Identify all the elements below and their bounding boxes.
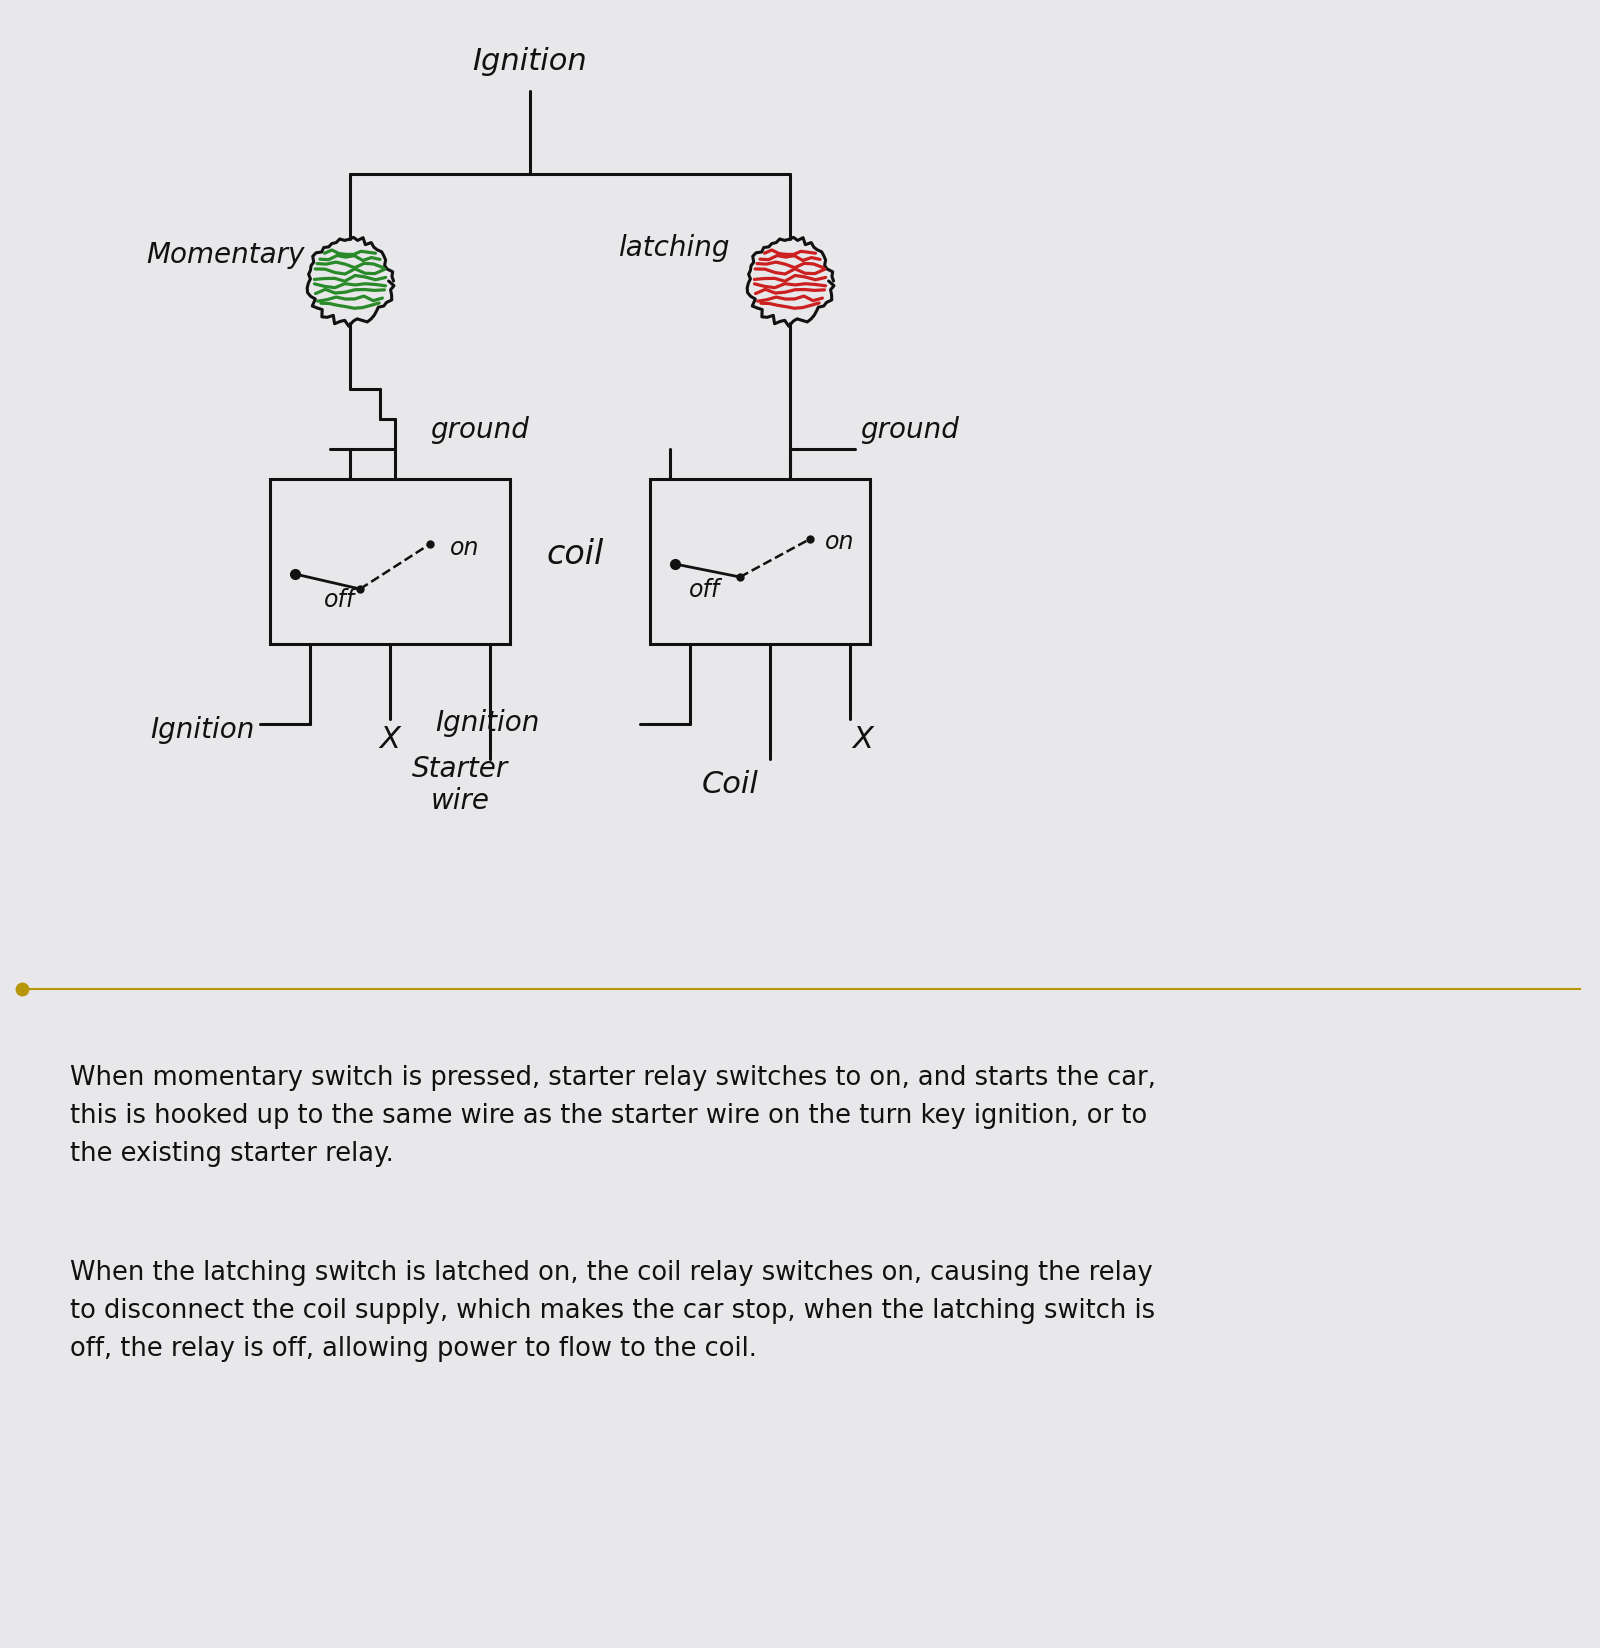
Text: Ignition: Ignition <box>472 48 587 76</box>
Text: Momentary: Momentary <box>146 241 304 269</box>
Text: coil: coil <box>546 539 603 572</box>
Text: When the latching switch is latched on, the coil relay switches on, causing the : When the latching switch is latched on, … <box>70 1259 1155 1361</box>
Text: off: off <box>325 588 355 611</box>
Text: X: X <box>851 725 874 755</box>
Text: ground: ground <box>861 415 958 443</box>
Bar <box>270 480 510 644</box>
Text: Ignition: Ignition <box>150 715 254 743</box>
Text: off: off <box>690 578 720 602</box>
Text: When momentary switch is pressed, starter relay switches to on, and starts the c: When momentary switch is pressed, starte… <box>70 1065 1155 1167</box>
Text: Coil: Coil <box>701 770 758 799</box>
Text: on: on <box>826 529 854 554</box>
Text: X: X <box>379 725 400 755</box>
Bar <box>650 480 870 644</box>
Text: latching: latching <box>619 234 730 262</box>
Text: Starter
wire: Starter wire <box>411 755 509 814</box>
Text: on: on <box>450 536 480 560</box>
Text: ground: ground <box>430 415 530 443</box>
Text: Ignition: Ignition <box>435 709 541 737</box>
